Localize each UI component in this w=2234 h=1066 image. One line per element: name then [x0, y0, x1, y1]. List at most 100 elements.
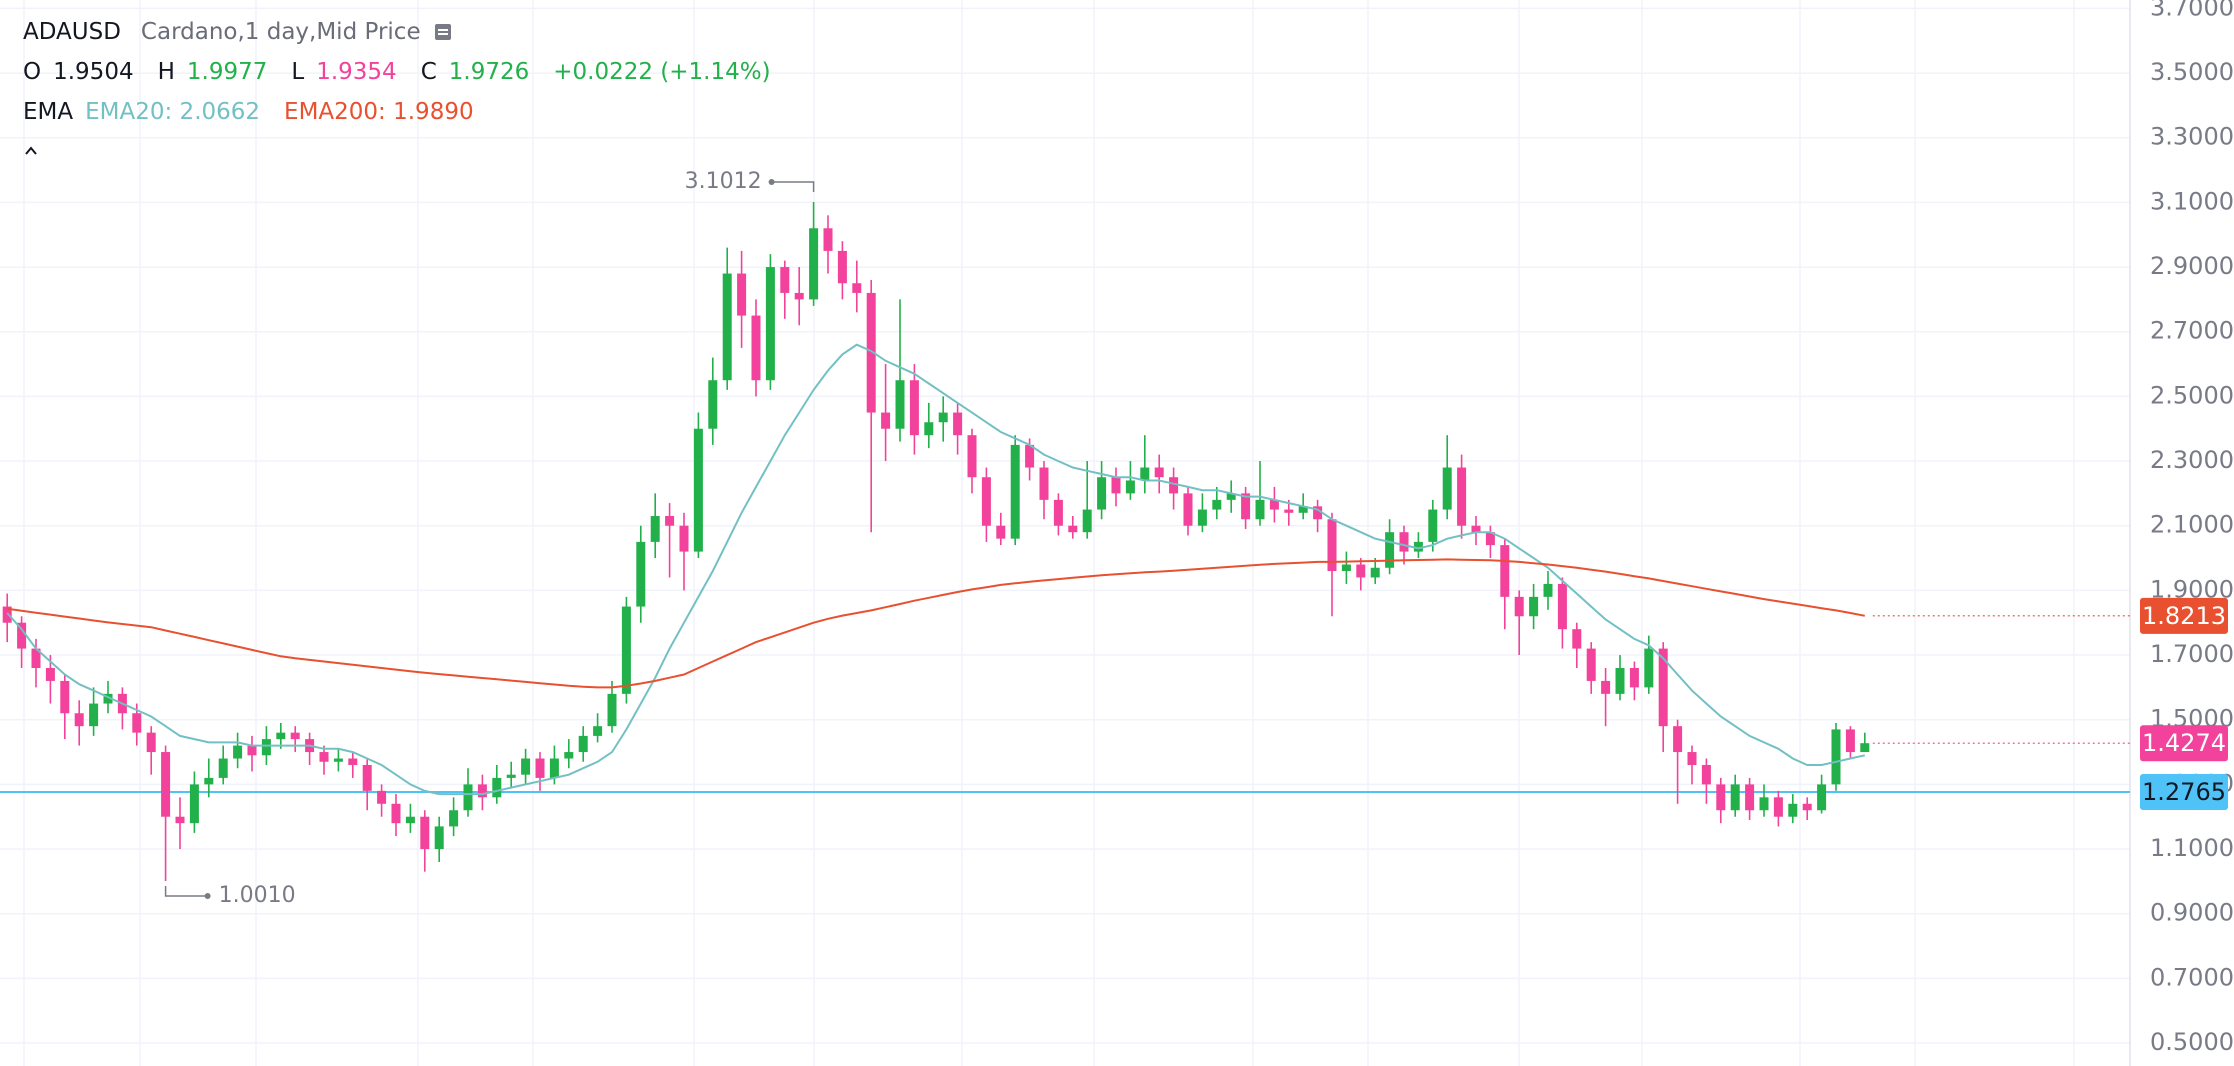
candle-body [823, 228, 833, 251]
ohlc-key: O [23, 59, 42, 85]
candle-body [1514, 596, 1524, 617]
candle-body [146, 732, 156, 753]
candle-body [938, 412, 948, 423]
candle-body [1039, 467, 1049, 500]
candle-body [45, 667, 55, 681]
candle-body [1845, 729, 1855, 753]
candle-body [1413, 541, 1423, 552]
ema-line [7, 558, 1865, 689]
y-tick-label: 0.7000 [2150, 963, 2234, 991]
candle-body [1644, 648, 1654, 688]
candle-body [161, 752, 171, 817]
candle-body [1428, 509, 1438, 542]
candle-body [1572, 629, 1582, 649]
candle-body [1269, 499, 1279, 510]
candle-body [1169, 477, 1179, 494]
candle-body [722, 273, 732, 381]
candle-body [405, 816, 415, 824]
y-tick-label: 1.7000 [2150, 640, 2234, 668]
y-tick-label: 3.1000 [2150, 187, 2234, 215]
candle-body [1370, 567, 1380, 578]
candle-body [1025, 444, 1035, 468]
ema200-last-box [2140, 597, 2228, 634]
y-tick-label: 0.5000 [2150, 1028, 2234, 1056]
candle-body [261, 739, 271, 756]
candle-body [247, 745, 257, 756]
candle-body [1543, 583, 1553, 597]
candle-body [1298, 506, 1308, 513]
candle-body [636, 541, 646, 607]
high-marker-line [771, 181, 815, 193]
candle-body [953, 412, 963, 436]
candle-body [362, 764, 372, 791]
candle-body [103, 693, 113, 704]
candle-body [175, 816, 185, 824]
description: Cardano,1 day,Mid Price [140, 19, 421, 45]
candle-body [751, 315, 761, 381]
candle-body [765, 267, 775, 381]
candle-body [521, 758, 531, 775]
candle-body [1658, 648, 1668, 727]
candle-body [1097, 477, 1107, 510]
candle-body [218, 758, 228, 778]
candle-body [377, 790, 387, 804]
candle-body [348, 758, 358, 765]
candle-body [1140, 467, 1150, 481]
candle-body [1154, 467, 1164, 478]
candle-body [1241, 493, 1251, 520]
candle-body [1385, 532, 1395, 568]
y-tick-label: 3.5000 [2150, 58, 2234, 86]
symbol[interactable]: ADAUSD [23, 19, 121, 45]
candle-body [1831, 729, 1841, 785]
candle-body [535, 758, 545, 778]
candle-body [1629, 667, 1639, 688]
candle-body [895, 380, 905, 429]
collapse-arrow[interactable] [23, 142, 43, 162]
candle-body [391, 803, 401, 824]
candle-body [708, 380, 718, 429]
candle-body [852, 283, 862, 293]
y-tick-label: 2.3000 [2150, 446, 2234, 474]
candle-body [737, 273, 747, 316]
candle-body [1730, 784, 1740, 811]
candle-body [578, 735, 588, 753]
ohlc-value: 1.9504 [53, 59, 134, 85]
ohlc-value: 1.9977 [186, 59, 268, 85]
candle-body [1442, 467, 1452, 510]
y-tick-label: 3.7000 [2150, 0, 2234, 21]
candle-body [31, 648, 41, 668]
legend-entry: EMA200: 1.9890 [284, 99, 474, 125]
candle-body [506, 774, 516, 778]
candle-body [1817, 784, 1827, 811]
last-price-label: 1.4274 [2142, 729, 2226, 757]
candle-body [233, 745, 243, 759]
candle-body [290, 732, 300, 740]
candle-body [74, 713, 84, 727]
candle-body [189, 784, 199, 824]
indicator-name[interactable]: EMA [23, 99, 74, 125]
candle-body [1212, 499, 1222, 510]
candle-body [1327, 519, 1337, 571]
y-tick-label: 2.1000 [2150, 511, 2234, 539]
candle-body [89, 703, 99, 727]
candle-body [2, 606, 12, 623]
candle-body [1615, 667, 1625, 694]
candle-body [204, 777, 214, 785]
candle-body [1068, 525, 1078, 533]
low-marker-line [164, 886, 208, 897]
candle-body [1860, 743, 1870, 753]
candle-body [1341, 564, 1351, 571]
candle-body [607, 693, 617, 727]
candle-body [1802, 803, 1812, 811]
candle-body [1773, 797, 1783, 817]
candle-body [1457, 467, 1467, 526]
ohlc-value: 1.9354 [316, 59, 397, 85]
last-price-box [2140, 725, 2228, 762]
candle-body [276, 732, 286, 740]
candle-body [463, 784, 473, 811]
candle-body [319, 752, 329, 762]
source-icon[interactable] [433, 22, 453, 42]
candle-body [1255, 499, 1265, 520]
candle-body [1111, 477, 1121, 494]
candle-body [60, 680, 70, 714]
